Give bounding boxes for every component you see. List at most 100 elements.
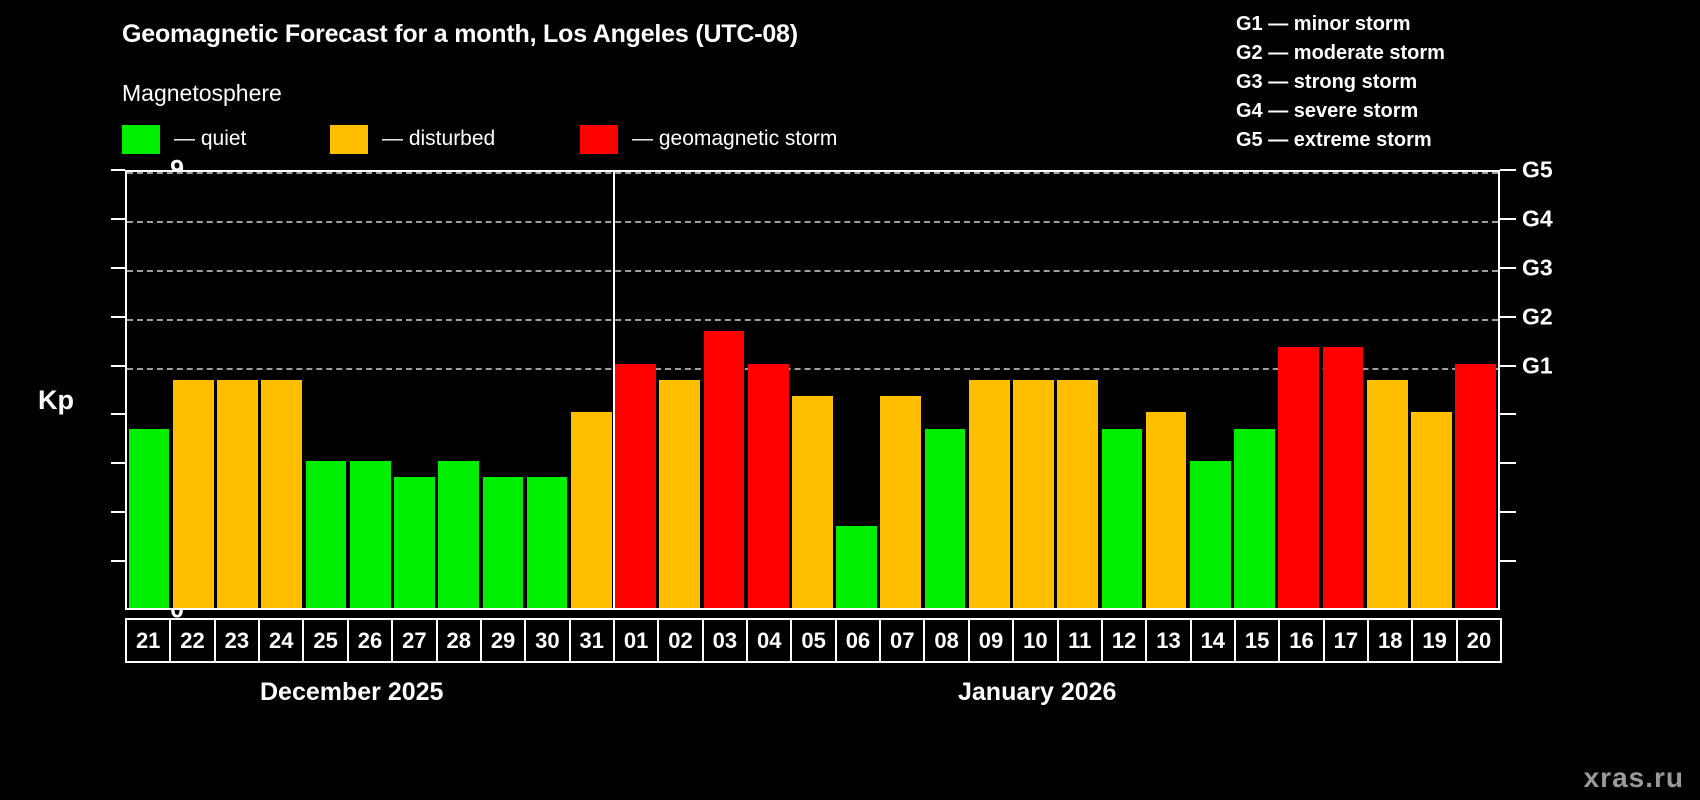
g-tick-label-G2: G2 [1522, 303, 1553, 330]
bar-january-15 [1234, 428, 1275, 608]
bar-slot [702, 172, 746, 608]
day-label-29: 29 [479, 618, 527, 663]
gridline-kp-7 [127, 269, 1498, 272]
bar-january-16 [1278, 347, 1320, 608]
month-caption-right: January 2026 [958, 678, 1117, 706]
day-label-30: 30 [524, 618, 571, 663]
gscale-legend-item-2: G2 — moderate storm [1236, 42, 1445, 64]
gscale-legend-item-5: G5 — extreme storm [1236, 129, 1432, 151]
g-axis-minor-tick-1 [1500, 560, 1516, 563]
y-tick-mark-8 [111, 217, 125, 220]
bar-december-24 [261, 379, 303, 608]
day-label-26: 26 [346, 618, 394, 663]
bar-slot [1144, 172, 1188, 608]
g-tick-label-G1: G1 [1522, 352, 1553, 379]
day-label-13: 13 [1145, 618, 1192, 663]
g-tick-label-G3: G3 [1522, 254, 1553, 281]
y-tick-mark-7 [111, 266, 125, 269]
bar-slot [437, 172, 481, 608]
bar-slot [1277, 172, 1321, 608]
page-title: Geomagnetic Forecast for a month, Los An… [122, 20, 798, 48]
plot-area [125, 170, 1500, 610]
day-label-08: 08 [923, 618, 970, 663]
gridline-kp-9 [127, 172, 1498, 174]
bar-january-01 [615, 363, 656, 608]
legend-item-2: — geomagnetic storm [580, 124, 837, 154]
bar-december-29 [482, 477, 524, 608]
x-axis-day-labels: 21 22 23 24 25 26 27 28 29 30 31 01 02 03 04 05 06 07 08 09… [125, 618, 1503, 663]
bar-january-07 [880, 396, 922, 608]
bar-slot [348, 172, 392, 608]
gscale-legend-item-4: G4 — severe storm [1236, 100, 1419, 122]
bar-slot [923, 172, 967, 608]
g-axis-minor-tick-3 [1500, 462, 1516, 465]
bar-january-17 [1322, 347, 1364, 608]
bar-december-23 [217, 379, 258, 608]
day-label-31: 31 [568, 618, 615, 663]
day-label-21: 21 [125, 618, 172, 663]
gscale-legend-item-1: G1 — minor storm [1236, 13, 1411, 35]
y-tick-mark-2 [111, 511, 125, 514]
bar-december-21 [128, 428, 170, 608]
day-label-20: 20 [1455, 618, 1503, 663]
day-label-16: 16 [1278, 618, 1325, 663]
bar-slot [127, 172, 171, 608]
day-label-03: 03 [701, 618, 749, 663]
day-label-14: 14 [1189, 618, 1236, 663]
bar-slot [481, 172, 525, 608]
legend-label: — geomagnetic storm [632, 127, 838, 150]
bar-december-26 [349, 461, 391, 608]
bar-slot [1365, 172, 1409, 608]
g-axis-minor-tick-2 [1500, 511, 1516, 514]
day-label-05: 05 [790, 618, 837, 663]
bar-slot [392, 172, 436, 608]
day-label-23: 23 [213, 618, 261, 663]
bar-slot [835, 172, 879, 608]
legend-item-0: — quiet [122, 124, 246, 154]
bar-slot [1056, 172, 1100, 608]
day-label-24: 24 [258, 618, 305, 663]
day-label-28: 28 [435, 618, 482, 663]
g-tick-mark-G2 [1500, 315, 1516, 318]
month-caption-left: December 2025 [260, 678, 444, 706]
day-label-10: 10 [1012, 618, 1059, 663]
g-tick-mark-G5 [1500, 169, 1516, 171]
bar-december-31 [570, 412, 612, 608]
g-tick-label-G4: G4 [1522, 205, 1553, 232]
bar-december-22 [172, 379, 214, 608]
bar-january-18 [1366, 379, 1408, 608]
y-tick-mark-3 [111, 462, 125, 465]
bar-january-08 [924, 428, 966, 608]
y-axis-title: Kp [38, 385, 74, 415]
bar-december-27 [394, 477, 435, 608]
day-label-06: 06 [834, 618, 882, 663]
bar-december-30 [526, 477, 568, 608]
orange-swatch [330, 124, 368, 154]
y-tick-mark-5 [111, 364, 125, 367]
gridline-kp-5 [127, 367, 1498, 370]
green-swatch [122, 124, 160, 154]
bar-january-12 [1101, 428, 1143, 608]
day-label-22: 22 [169, 618, 216, 663]
bar-slot [260, 172, 304, 608]
day-label-04: 04 [746, 618, 793, 663]
bar-january-14 [1190, 461, 1231, 608]
bar-series [127, 172, 1498, 608]
bar-january-10 [1013, 379, 1054, 608]
gscale-legend-item-3: G3 — strong storm [1236, 71, 1418, 93]
legend-label: — quiet [174, 127, 247, 150]
bar-slot [1232, 172, 1276, 608]
day-label-09: 09 [967, 618, 1015, 663]
bar-december-25 [305, 461, 347, 608]
g-tick-label-G5: G5 [1522, 156, 1553, 183]
gscale-legend: G1 — minor storm G2 — moderate storm G3 — … [1236, 10, 1445, 155]
bar-slot [658, 172, 702, 608]
day-label-17: 17 [1322, 618, 1370, 663]
bar-january-09 [968, 379, 1010, 608]
day-label-18: 18 [1367, 618, 1414, 663]
magnetosphere-label: Magnetosphere [122, 80, 282, 106]
day-label-27: 27 [391, 618, 438, 663]
day-label-02: 02 [657, 618, 704, 663]
g-tick-mark-G3 [1500, 266, 1516, 269]
